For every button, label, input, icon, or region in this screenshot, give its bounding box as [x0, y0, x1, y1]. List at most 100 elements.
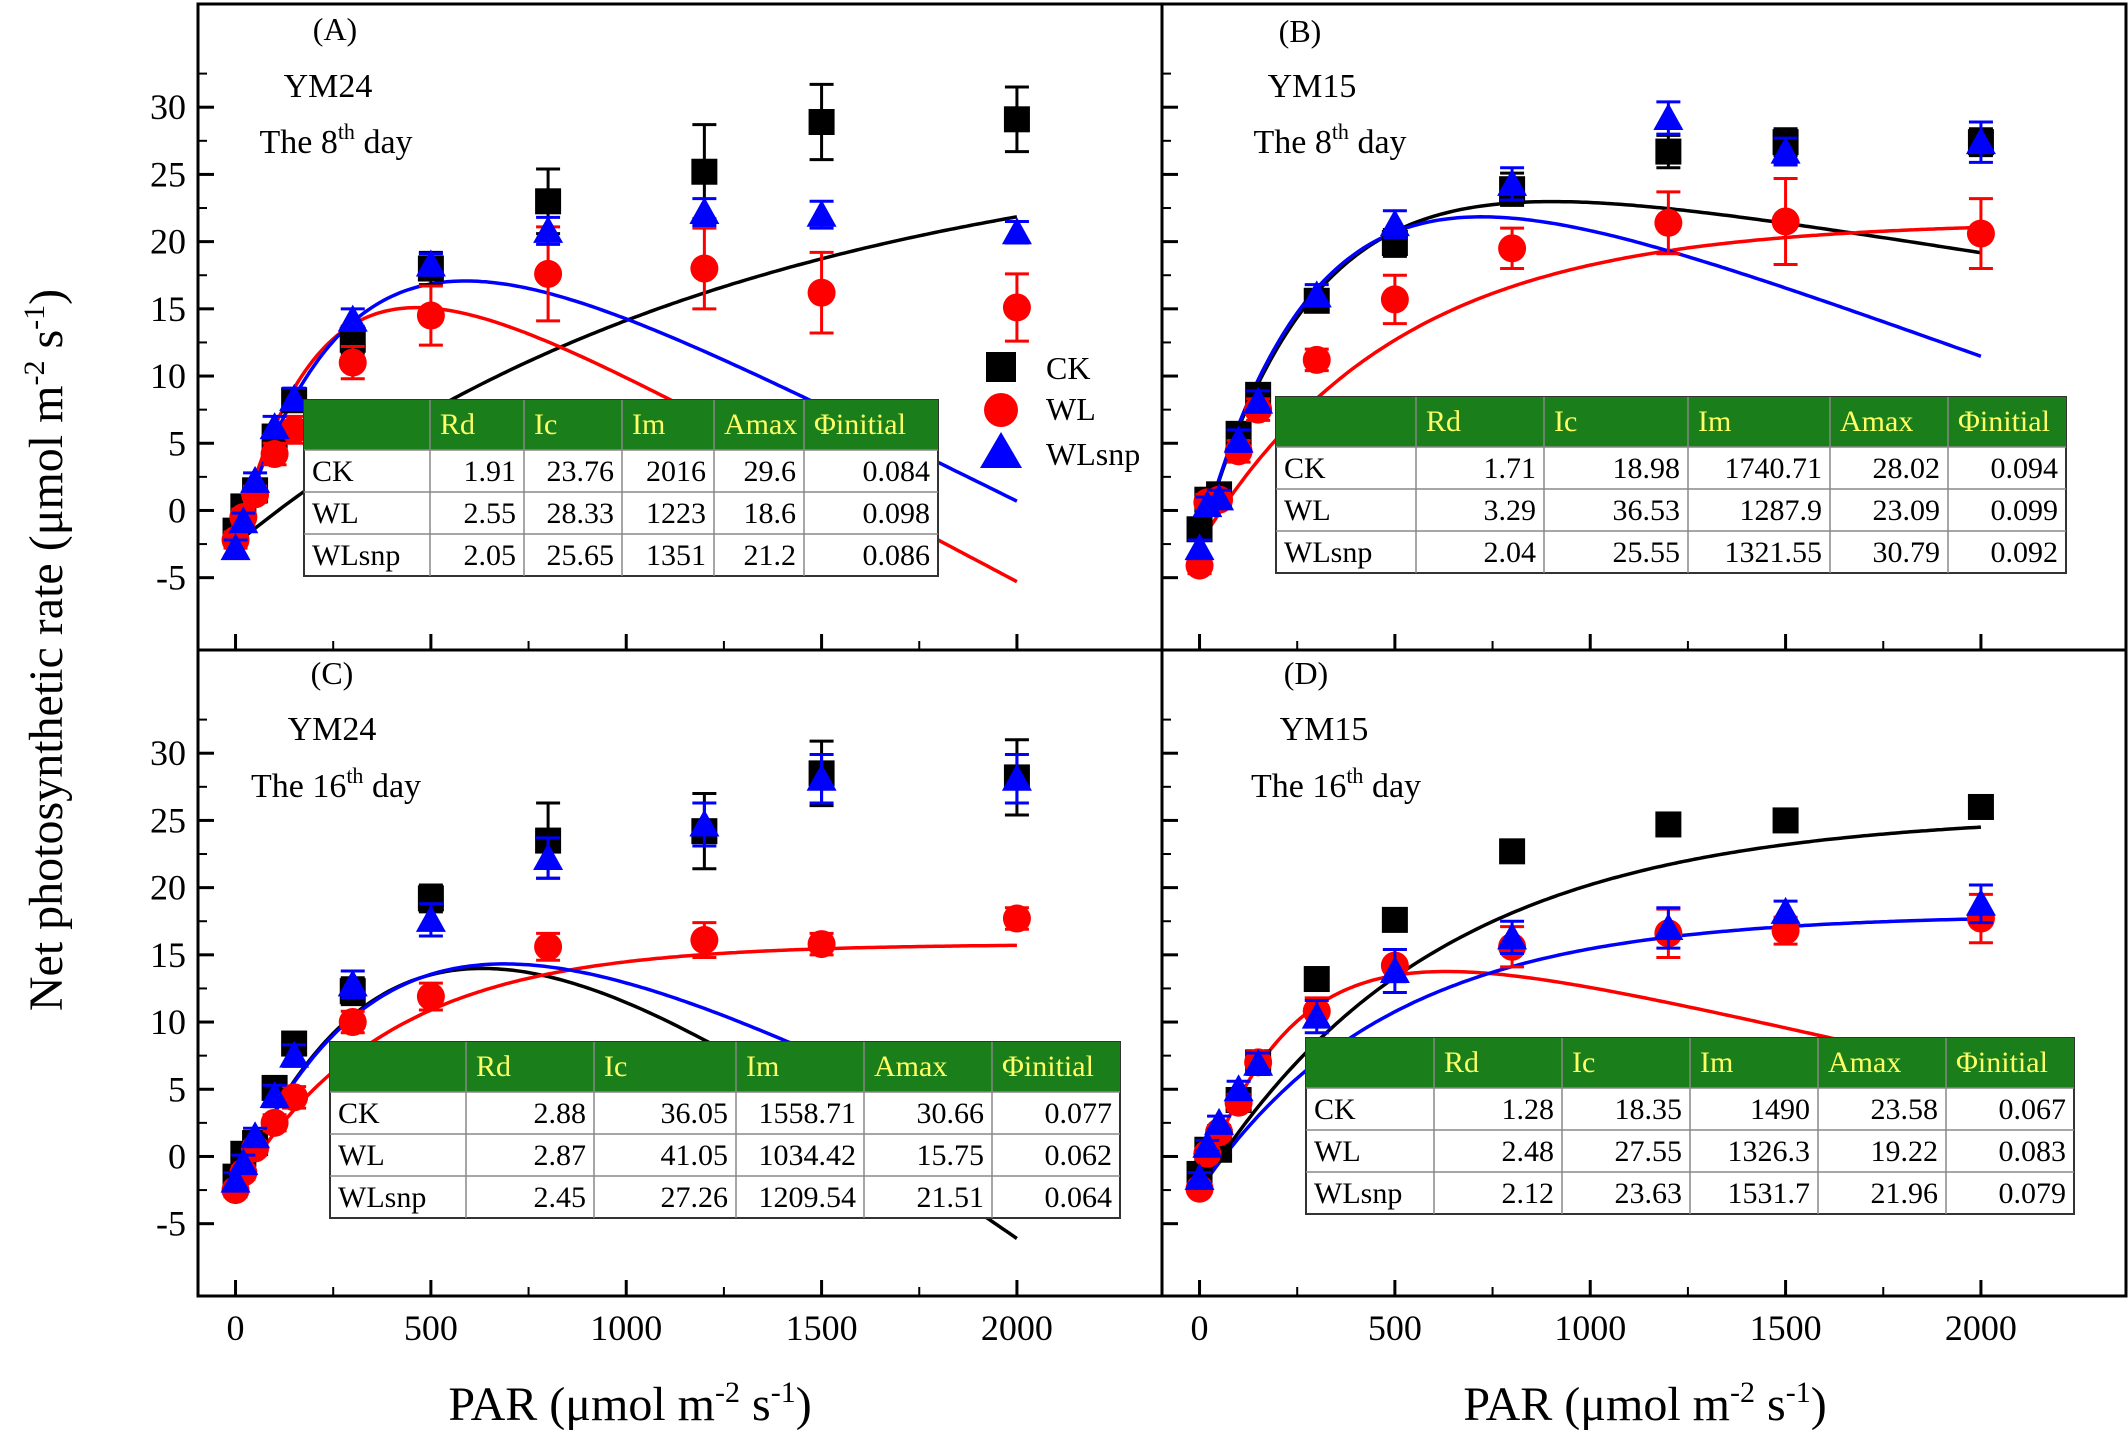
panel-c-y-tick-label: 15: [150, 935, 186, 975]
panel-a-y-tick-label: 5: [168, 423, 186, 463]
panel-b-point-wl: [1380, 285, 1409, 314]
panel-c-table-cell: WL: [338, 1139, 385, 1172]
panel-c-point-wlsnp: [240, 1121, 271, 1149]
panel-b-table-cell: CK: [1284, 452, 1326, 485]
panel-a-axes: -5 0 5 10 15 20 25 30: [150, 72, 1019, 650]
panel-c-table-cell: 0.062: [1045, 1139, 1113, 1172]
panel-b-table-cell: 1740.71: [1725, 452, 1823, 485]
panel-d-x-tick-label: 500: [1368, 1308, 1422, 1348]
panel-a-table-header-cell: Im: [632, 408, 665, 441]
panel-d-point-wlsnp: [1301, 1001, 1332, 1029]
panel-c-table-cell: 36.05: [661, 1097, 729, 1130]
panel-a-table-cell: 1223: [646, 497, 706, 530]
panel-d-point-wlsnp: [1184, 1162, 1215, 1190]
panel-c-table-cell: 1209.54: [759, 1181, 857, 1214]
panel-c-point-wlsnp: [228, 1148, 259, 1176]
panel-d-point-ck: [1303, 966, 1330, 993]
panel-a-point-ck: [1003, 106, 1030, 133]
panel-b-point-wlsnp: [1653, 102, 1684, 130]
panel-d-table-cell: 0.079: [1999, 1177, 2067, 1210]
panel-d-point-ck: [1655, 811, 1682, 838]
panel-c-day-prefix: The 16: [251, 768, 346, 805]
panel-a-table-header-cell: Φinitial: [814, 408, 906, 441]
panel-c-x-tick-label: 1500: [786, 1308, 858, 1348]
panel-a-table-cell: 2016: [646, 455, 706, 488]
x-axis-title-left: PAR (μmol m-2 s-1): [448, 1376, 811, 1431]
panel-d-annotation: (D) YM15 The 16th day: [1251, 655, 1421, 805]
panel-a-point-wlsnp: [259, 412, 290, 440]
panel-d-point-ck: [1499, 838, 1526, 865]
panel-c-table-cell: WLsnp: [338, 1181, 426, 1214]
panel-b-label: (B): [1279, 13, 1322, 49]
panel-b-point-wlsnp: [1770, 136, 1801, 164]
panel-a-series-wl: [221, 225, 1031, 555]
panel-a-table-header-cell: Rd: [440, 408, 475, 441]
panel-b-variety: YM15: [1268, 68, 1357, 105]
panel-d-table-cell: CK: [1314, 1093, 1356, 1126]
panel-a-point-wl: [690, 254, 719, 283]
panel-b-table-header-cell: Amax: [1840, 405, 1913, 438]
legend-ck-label: CK: [1046, 350, 1090, 386]
panel-c-x-tick-label: 1000: [590, 1308, 662, 1348]
panel-d-table-cell: WL: [1314, 1135, 1361, 1168]
panel-b-table-cell: 0.092: [1991, 536, 2059, 569]
panel-d-day-sup: th: [1346, 763, 1363, 788]
panel-b-annotation: (B) YM15 The 8th day: [1253, 13, 1406, 161]
panel-b-fit-wlsnp: [1197, 215, 1982, 545]
panel-c-y-tick-label: 25: [150, 800, 186, 840]
panel-d-table-cell: 23.63: [1615, 1177, 1683, 1210]
panel-d-point-wlsnp: [1223, 1074, 1254, 1102]
panel-a-table-cell: WL: [312, 497, 359, 530]
panel-a-table-cell: WLsnp: [312, 539, 400, 572]
panel-c-annotation: (C) YM24 The 16th day: [251, 655, 421, 805]
panel-c-x-tick-label: 500: [404, 1308, 458, 1348]
panel-d-day-prefix: The 16: [1251, 768, 1346, 805]
panel-c-variety: YM24: [288, 711, 377, 748]
panel-b-table-cell: 0.099: [1991, 494, 2059, 527]
panel-c-point-wl: [807, 930, 836, 959]
panel-b-parameter-table: Rd Ic Im Amax Φinitial CK 1.71 18.98 1740.71 28.0…: [1275, 396, 2067, 574]
panel-a-point-wlsnp: [337, 304, 368, 332]
panel-c-point-wlsnp: [415, 904, 446, 932]
panel-d-table-cell: 27.55: [1615, 1135, 1683, 1168]
panel-b-table-header-cell: Ic: [1554, 405, 1577, 438]
panel-a-table-cell: CK: [312, 455, 354, 488]
panel-b-table-cell: 1321.55: [1725, 536, 1823, 569]
panel-d-day: The 16th day: [1251, 763, 1421, 805]
panel-a-day-prefix: The 8: [259, 124, 337, 161]
panel-d-point-wlsnp: [1653, 912, 1684, 940]
panel-a-table-header-bg: [304, 400, 938, 450]
panel-b-point-wl: [1302, 345, 1331, 374]
panel-b-day: The 8th day: [1253, 119, 1406, 161]
panel-c-table-cell: CK: [338, 1097, 380, 1130]
panel-c-y-tick-label: -5: [156, 1204, 186, 1244]
panel-a-y-tick-label: 25: [150, 154, 186, 194]
panel-b-point-wlsnp: [1204, 483, 1235, 511]
panel-a-point-wl: [416, 301, 445, 330]
panel-d-point-wlsnp: [1965, 888, 1996, 916]
panel-c-day-sup: th: [346, 763, 363, 788]
panel-c-point-wlsnp: [1001, 763, 1032, 791]
panel-b-point-wlsnp: [1243, 386, 1274, 414]
panel-b-point-wl: [1771, 207, 1800, 236]
panel-b-table-cell: 3.29: [1484, 494, 1537, 527]
panel-c-point-wl: [690, 926, 719, 955]
panel-d-table-cell: 2.12: [1502, 1177, 1555, 1210]
panel-a-point-wlsnp: [533, 215, 564, 243]
legend-ck-marker: [986, 352, 1016, 382]
panel-b-point-wl: [1966, 219, 1995, 248]
panel-b-point-wlsnp: [1965, 127, 1996, 155]
panel-b-table-cell: 25.55: [1613, 536, 1681, 569]
panel-c-point-wl: [416, 982, 445, 1011]
panel-d-table-cell: 2.48: [1502, 1135, 1555, 1168]
panel-d-table-cell: 1.28: [1502, 1093, 1555, 1126]
panel-b-fit-wl: [1198, 225, 1981, 546]
panel-a-table-header-cell: Ic: [534, 408, 557, 441]
panel-b-table-cell: 36.53: [1613, 494, 1681, 527]
panel-a-y-tick-label: 10: [150, 356, 186, 396]
panel-a-point-wlsnp: [228, 506, 259, 534]
panel-c-table-cell: 1558.71: [759, 1097, 857, 1130]
x-axis-title-right: PAR (μmol m-2 s-1): [1463, 1376, 1826, 1431]
panel-d-fit-ck: [1198, 825, 1982, 1192]
panel-a-y-tick-label: 30: [150, 87, 186, 127]
